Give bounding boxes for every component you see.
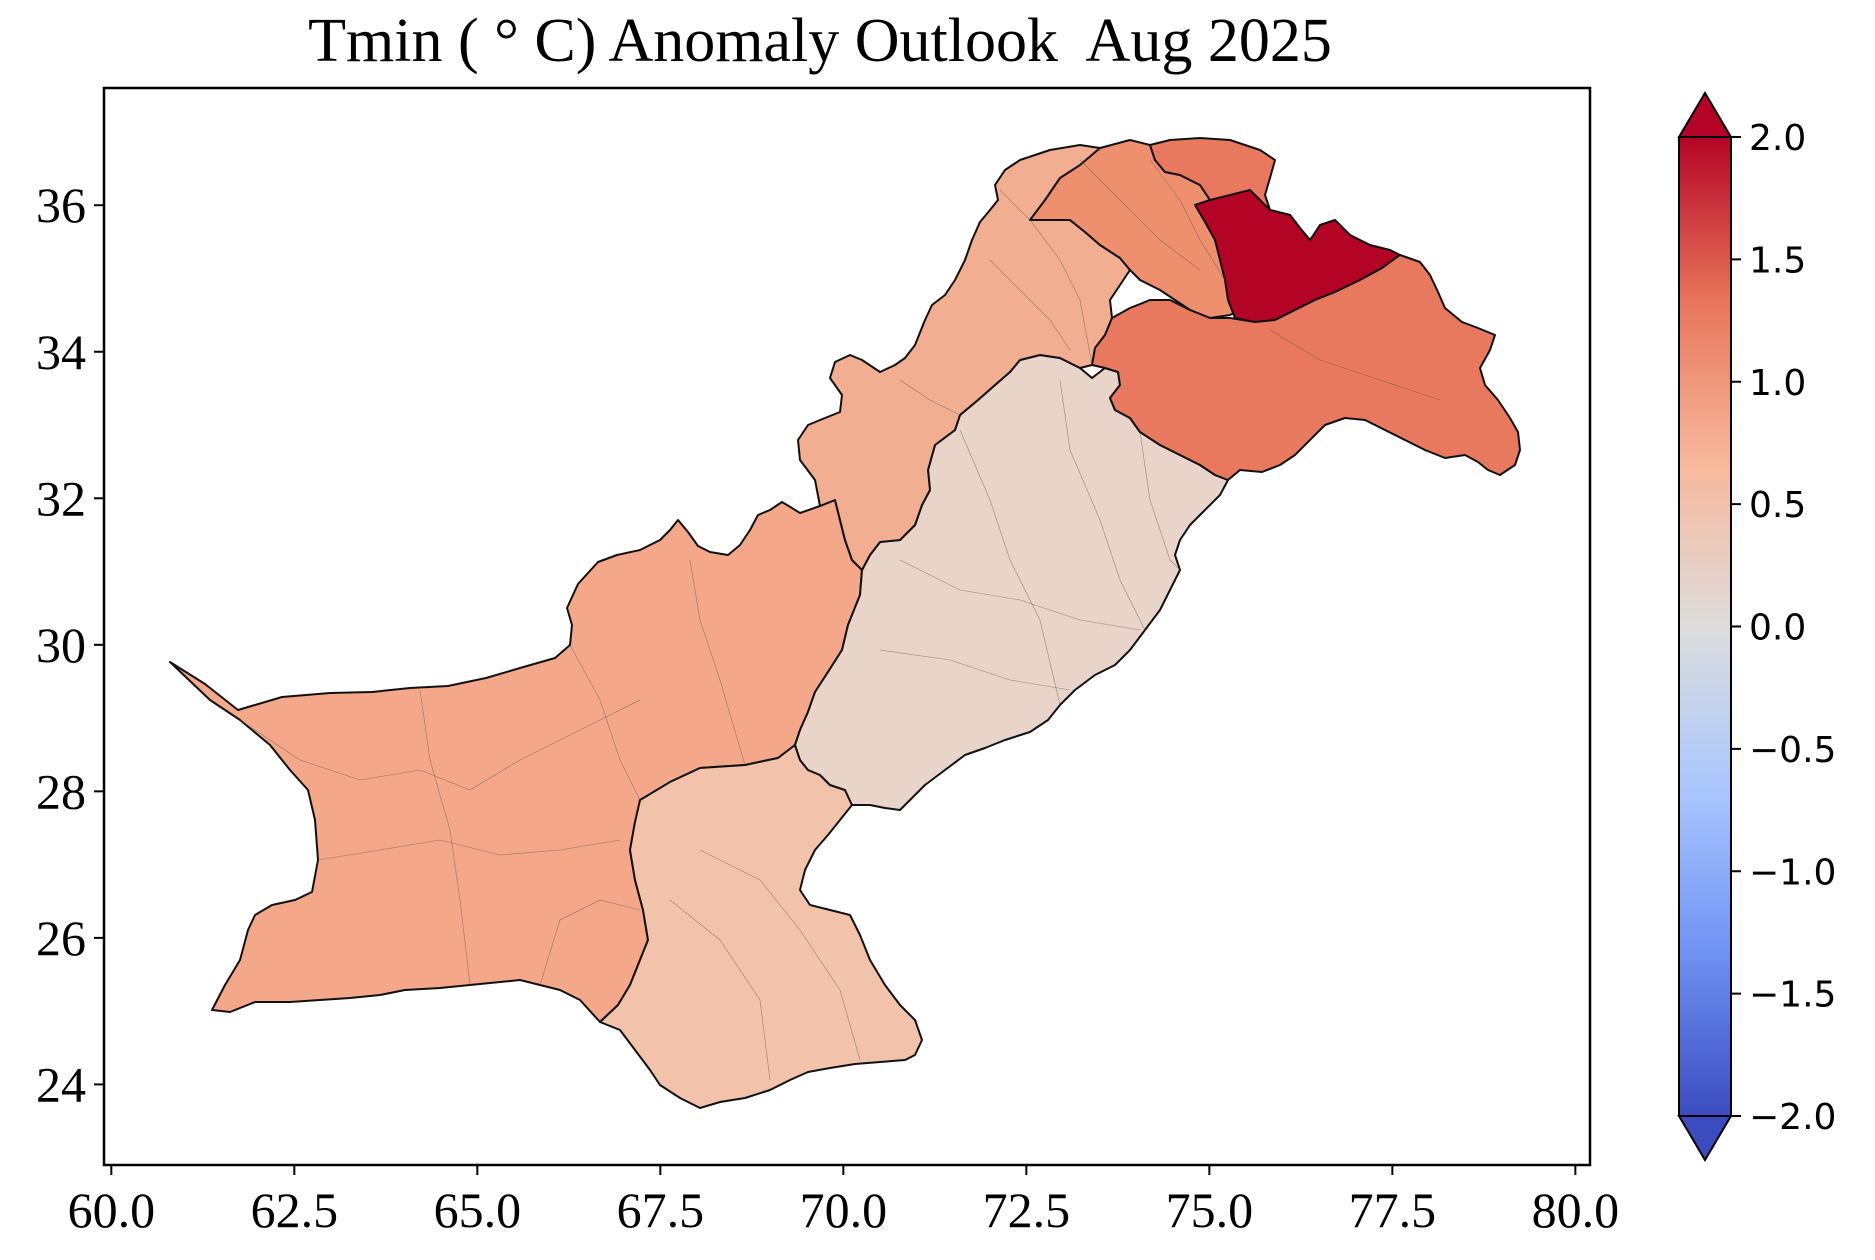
colorbar-tick-label: 0.0 — [1749, 608, 1806, 649]
colorbar-tick-label: 2.0 — [1749, 118, 1806, 159]
x-tick-label: 65.0 — [434, 1182, 522, 1238]
y-tick-label: 26 — [36, 910, 86, 966]
region-kashmir — [1091, 254, 1521, 481]
colorbar-tick-label: −2.0 — [1749, 1097, 1836, 1138]
colorbar: 2.0 1.5 1.0 0.5 0.0 −0.5 −1.0 −1.5 −2.0 — [1677, 91, 1836, 1162]
y-tick-label: 34 — [36, 324, 86, 380]
x-tick-label: 75.0 — [1166, 1182, 1254, 1238]
x-axis: 60.0 62.5 65.0 67.5 70.0 72.5 75.0 77.5 80.0 — [68, 1165, 1620, 1238]
colorbar-tick-label: −0.5 — [1749, 730, 1836, 771]
colorbar-tick-label: −1.0 — [1749, 852, 1836, 893]
x-tick-label: 70.0 — [800, 1182, 888, 1238]
colorbar-tick-label: 1.0 — [1749, 363, 1806, 404]
colorbar-tick-label: 0.5 — [1749, 485, 1806, 526]
y-tick-label: 36 — [36, 177, 86, 233]
district-boundaries — [239, 159, 1441, 1081]
colorbar-tick-label: 1.5 — [1749, 240, 1806, 281]
y-tick-label: 32 — [36, 470, 86, 526]
x-tick-label: 67.5 — [617, 1182, 705, 1238]
colorbar-tick-label: −1.5 — [1749, 975, 1836, 1016]
x-tick-label: 60.0 — [68, 1182, 156, 1238]
x-tick-label: 80.0 — [1532, 1182, 1620, 1238]
y-tick-label: 24 — [36, 1056, 86, 1112]
y-tick-label: 30 — [36, 617, 86, 673]
colorbar-extend-top — [1677, 91, 1733, 138]
map-regions — [169, 137, 1521, 1109]
colorbar-gradient — [1678, 136, 1732, 1117]
y-tick-label: 28 — [36, 763, 86, 819]
map-title: Tmin ( ° C) Anomaly Outlook Aug 2025 — [308, 7, 1332, 75]
colorbar-extend-bottom — [1677, 1115, 1733, 1162]
x-tick-label: 72.5 — [983, 1182, 1071, 1238]
x-tick-label: 62.5 — [251, 1182, 339, 1238]
x-tick-label: 77.5 — [1349, 1182, 1437, 1238]
y-axis: 24 26 28 30 32 34 36 — [36, 177, 104, 1112]
